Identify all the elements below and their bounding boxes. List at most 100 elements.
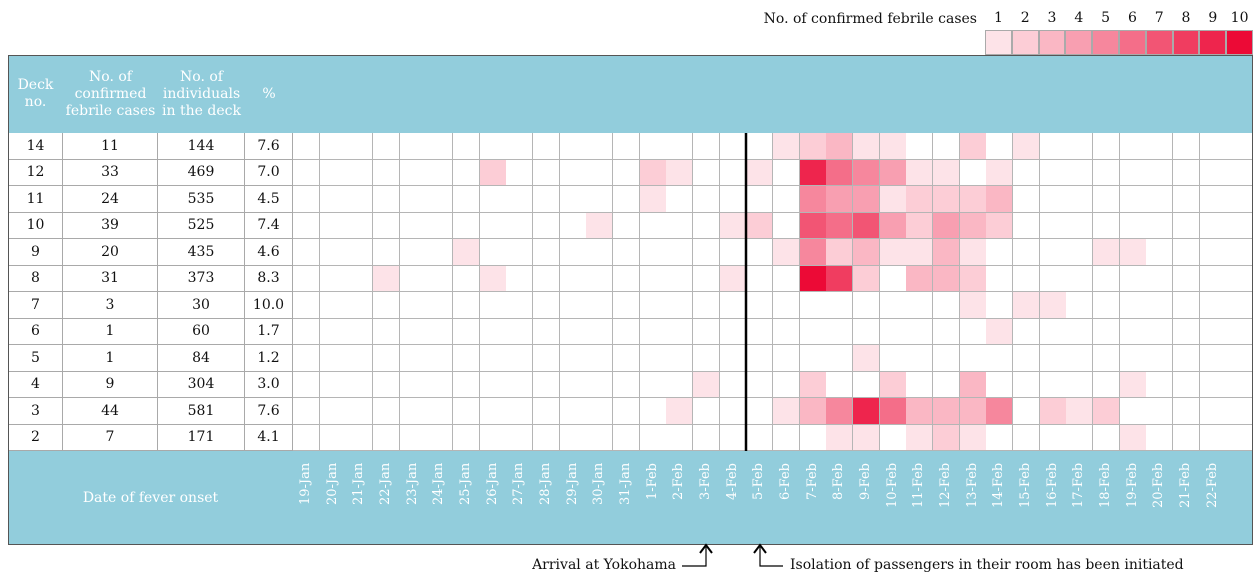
legend-swatch xyxy=(1145,30,1173,55)
heat-cell xyxy=(799,186,827,213)
heat-cell xyxy=(1066,159,1094,186)
heat-cell xyxy=(959,265,987,292)
table-cell: 373 xyxy=(158,265,245,292)
heat-cell xyxy=(586,159,614,186)
heat-cell xyxy=(533,159,561,186)
heat-cell xyxy=(399,186,427,213)
heat-cell xyxy=(666,239,694,266)
heat-cell xyxy=(879,159,907,186)
heat-cell xyxy=(1146,318,1174,345)
heat-cell xyxy=(933,133,961,160)
heat-cell xyxy=(1199,133,1227,160)
heat-cell xyxy=(826,292,854,319)
heat-cell xyxy=(559,424,587,451)
heat-cell xyxy=(639,424,667,451)
heat-cell xyxy=(453,424,481,451)
heat-cell xyxy=(1173,345,1201,372)
heat-cell xyxy=(1039,239,1067,266)
column-header: % xyxy=(262,85,276,102)
heat-cell xyxy=(853,371,881,398)
heat-cell xyxy=(426,318,454,345)
heat-cell xyxy=(773,265,801,292)
heat-cell xyxy=(479,159,507,186)
heat-cell xyxy=(826,371,854,398)
heat-cell xyxy=(1119,265,1147,292)
heat-cell xyxy=(613,133,641,160)
heat-cell xyxy=(986,292,1014,319)
heat-cell xyxy=(559,239,587,266)
heat-cell xyxy=(586,212,614,239)
heat-cell xyxy=(906,133,934,160)
heat-cell xyxy=(1226,212,1253,239)
heat-cell xyxy=(959,239,987,266)
legend-label: 6 xyxy=(1127,10,1137,26)
heat-cell xyxy=(719,212,747,239)
heat-cell xyxy=(506,212,534,239)
heat-cell xyxy=(293,371,321,398)
heat-cell xyxy=(906,186,934,213)
heat-cell xyxy=(453,398,481,425)
heat-cell xyxy=(586,371,614,398)
heat-cell xyxy=(959,292,987,319)
heat-cell xyxy=(1066,345,1094,372)
heat-cell xyxy=(319,265,347,292)
heat-cell xyxy=(1066,318,1094,345)
heat-cell xyxy=(613,265,641,292)
heat-cell xyxy=(399,212,427,239)
heat-cell xyxy=(1119,212,1147,239)
heat-cell xyxy=(506,345,534,372)
heat-cell xyxy=(906,159,934,186)
heat-cell xyxy=(746,239,774,266)
heat-cell xyxy=(986,186,1014,213)
heat-cell xyxy=(293,265,321,292)
table-cell: 1.7 xyxy=(245,318,293,345)
heat-cell xyxy=(559,265,587,292)
heat-cell xyxy=(373,424,401,451)
heat-cell xyxy=(959,371,987,398)
heat-cell xyxy=(613,239,641,266)
heat-cell xyxy=(639,398,667,425)
heat-cell xyxy=(586,398,614,425)
heat-cell xyxy=(1039,371,1067,398)
heat-cell xyxy=(1013,371,1041,398)
heat-cell xyxy=(639,239,667,266)
heat-cell xyxy=(559,318,587,345)
heat-cell xyxy=(1066,133,1094,160)
heat-cell xyxy=(746,292,774,319)
heat-cell xyxy=(1119,239,1147,266)
heat-cell xyxy=(879,186,907,213)
heat-cell xyxy=(373,133,401,160)
heat-cell xyxy=(1173,133,1201,160)
heat-cell xyxy=(1226,186,1253,213)
heat-cell xyxy=(1199,186,1227,213)
heat-cell xyxy=(1039,133,1067,160)
heat-cell xyxy=(399,345,427,372)
heat-cell xyxy=(1119,159,1147,186)
heat-cell xyxy=(773,186,801,213)
table-cell: 144 xyxy=(158,133,245,160)
legend-swatch xyxy=(1011,30,1039,55)
heat-cell xyxy=(933,398,961,425)
heat-cell xyxy=(426,159,454,186)
heat-cell xyxy=(693,159,721,186)
heat-cell xyxy=(959,133,987,160)
heat-cell xyxy=(853,398,881,425)
heat-cell xyxy=(799,318,827,345)
heat-cell xyxy=(879,345,907,372)
heat-cell xyxy=(1013,318,1041,345)
table-cell: 1 xyxy=(63,345,158,372)
heat-cell xyxy=(666,345,694,372)
heat-cell xyxy=(746,398,774,425)
heat-cell xyxy=(1013,345,1041,372)
heat-cell xyxy=(1013,239,1041,266)
heat-cell xyxy=(826,398,854,425)
heat-cell xyxy=(933,239,961,266)
table-cell: 4.6 xyxy=(245,239,293,266)
heat-cell xyxy=(826,133,854,160)
table-cell: 60 xyxy=(158,318,245,345)
heat-cell xyxy=(319,424,347,451)
heat-cell xyxy=(479,292,507,319)
heat-cell xyxy=(773,345,801,372)
